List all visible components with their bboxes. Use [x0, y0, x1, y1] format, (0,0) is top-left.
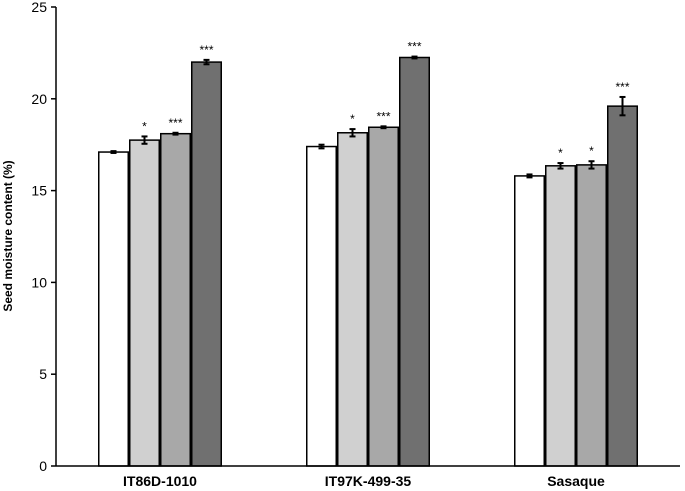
bar [160, 132, 191, 467]
error-bars-layer [110, 55, 626, 179]
significance-layer: * ******* ******* **** [142, 40, 630, 160]
y-tick-label: 10 [31, 274, 47, 290]
y-tick-label: 15 [31, 183, 47, 199]
category-labels-layer: IT86D-1010 IT97K-499-35 Sasaque [123, 473, 605, 489]
error-bar [588, 160, 595, 170]
error-bar [411, 55, 418, 60]
error-bar [349, 128, 356, 138]
significance-label: * [589, 144, 594, 158]
significance-label: * [558, 146, 563, 160]
bar [514, 175, 545, 467]
y-tick-label: 25 [31, 0, 47, 15]
y-tick-label: 0 [39, 458, 47, 474]
y-tick-label: 5 [39, 366, 47, 382]
category-label: IT86D-1010 [123, 473, 197, 489]
error-bar [110, 150, 117, 154]
y-axis-title: Seed moisture content (%) [1, 160, 15, 311]
bar [399, 56, 430, 467]
bar [576, 164, 607, 467]
bar [98, 151, 129, 467]
error-bar [526, 173, 533, 179]
error-bar [557, 162, 564, 170]
bar [306, 145, 337, 467]
error-bar [619, 95, 626, 117]
significance-label: *** [199, 43, 213, 57]
bar [545, 165, 576, 467]
bar [191, 61, 222, 467]
significance-label: *** [615, 80, 629, 94]
significance-label: *** [407, 40, 421, 54]
error-bar [318, 143, 325, 150]
significance-label: * [350, 112, 355, 126]
error-bar [172, 131, 179, 136]
bar [337, 132, 368, 467]
error-bar [380, 125, 387, 130]
significance-label: * [142, 119, 147, 133]
significance-label: *** [376, 109, 390, 123]
bar [129, 139, 160, 467]
error-bar [141, 135, 148, 145]
significance-label: *** [168, 116, 182, 130]
bar [607, 105, 638, 467]
bar [368, 126, 399, 467]
y-tick-label: 20 [31, 91, 47, 107]
category-label: IT97K-499-35 [325, 473, 412, 489]
error-bar [203, 58, 210, 66]
y-ticks-layer: 0 5 10 15 20 25 [31, 0, 56, 474]
category-label: Sasaque [547, 473, 605, 489]
